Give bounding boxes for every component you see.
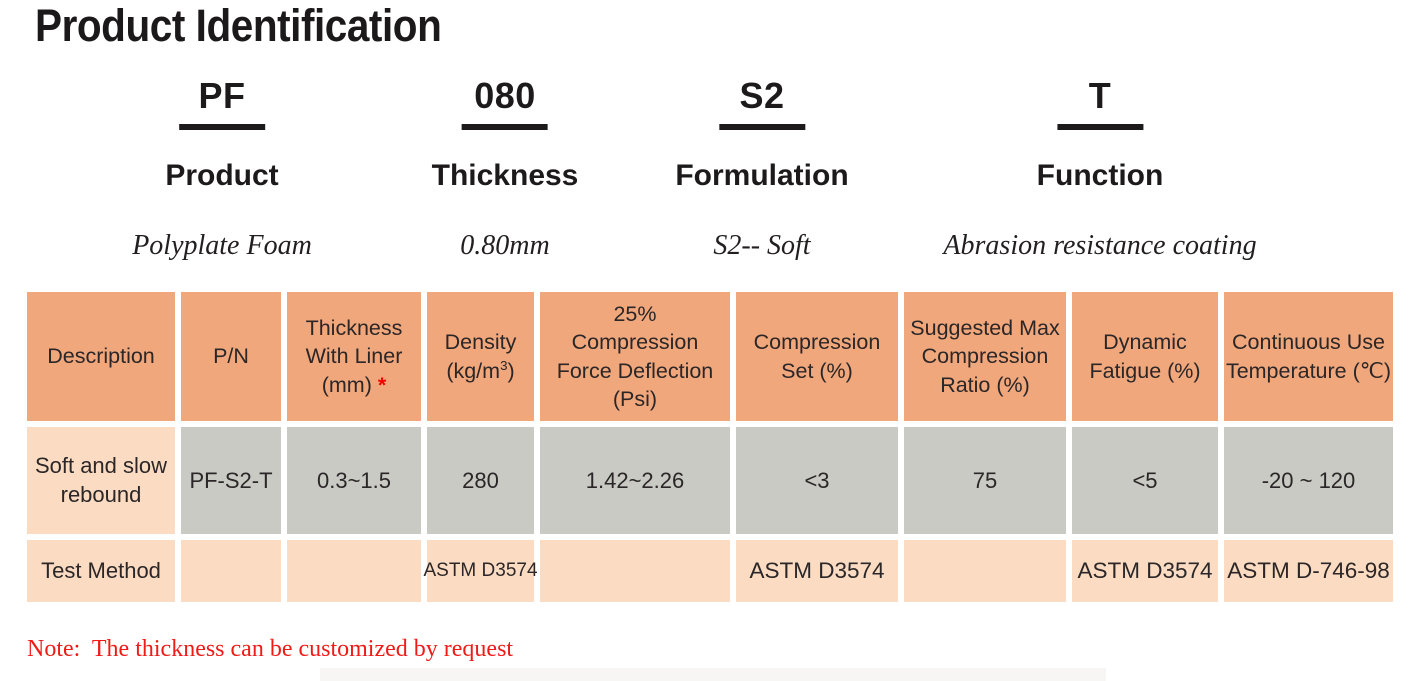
underline-product	[179, 124, 265, 130]
col-header-description: Description	[27, 292, 175, 421]
spec-table: Description P/N Thickness With Liner (mm…	[27, 292, 1393, 602]
test-method-label-cell: Test Method	[27, 540, 175, 602]
code-label-thickness: Thickness	[431, 159, 579, 192]
data-cell-description: Soft and slow rebound	[27, 427, 175, 534]
code-label-function: Function	[1036, 159, 1164, 192]
code-description-formulation: S2-- Soft	[713, 230, 811, 261]
test-cell-continuous-use-temperature: ASTM D-746-98	[1224, 540, 1393, 602]
underline-thickness	[461, 124, 548, 130]
code-segment-formulation: S2 Formulation S2-- Soft	[675, 78, 848, 260]
code-formulation: S2	[739, 75, 785, 116]
data-cell-thickness: 0.3~1.5	[287, 427, 421, 534]
test-cell-dynamic-fatigue: ASTM D3574	[1072, 540, 1218, 602]
code-segment-thickness: 080 Thickness 0.80mm	[432, 78, 579, 260]
code-description-thickness: 0.80mm	[460, 230, 550, 261]
data-cell-compression-force-deflection: 1.42~2.26	[540, 427, 730, 534]
col-header-compression-set: Compression Set (%)	[736, 292, 898, 421]
data-cell-continuous-use-temperature: -20 ~ 120	[1224, 427, 1393, 534]
col-header-suggested-max-compression-ratio: Suggested Max Compression Ratio (%)	[904, 292, 1066, 421]
data-cell-suggested-max-compression-ratio: 75	[904, 427, 1066, 534]
col-header-compression-force-deflection: 25% Compression Force Deflection (Psi)	[540, 292, 730, 421]
thickness-note: Note: The thickness can be customized by…	[27, 636, 514, 662]
data-cell-compression-set: <3	[736, 427, 898, 534]
underline-function	[1057, 124, 1143, 130]
col-header-continuous-use-temperature: Continuous Use Temperature (℃)	[1224, 292, 1393, 421]
code-label-formulation: Formulation	[675, 159, 849, 192]
test-cell-density: ASTM D3574	[423, 540, 538, 602]
test-cell-suggested-max-empty	[904, 540, 1066, 602]
code-product: PF	[198, 75, 246, 116]
next-section-edge	[320, 668, 1106, 681]
code-segment-product: PF Product Polyplate Foam	[132, 78, 312, 260]
test-cell-pn-empty	[181, 540, 281, 602]
data-cell-pn: PF-S2-T	[181, 427, 281, 534]
page-title: Product Identification	[35, 0, 442, 51]
col-header-pn: P/N	[181, 292, 281, 421]
test-cell-compression-set: ASTM D3574	[736, 540, 898, 602]
code-label-product: Product	[165, 159, 279, 192]
data-cell-density: 280	[427, 427, 534, 534]
superscript-3: 3	[500, 357, 508, 373]
underline-formulation	[718, 124, 805, 130]
data-cell-dynamic-fatigue: <5	[1072, 427, 1218, 534]
code-function: T	[1088, 75, 1112, 116]
test-cell-thickness-empty	[287, 540, 421, 602]
required-asterisk: *	[377, 372, 387, 397]
test-cell-cfd-empty	[540, 540, 730, 602]
col-header-dynamic-fatigue: Dynamic Fatigue (%)	[1072, 292, 1218, 421]
code-description-product: Polyplate Foam	[132, 230, 312, 261]
code-description-function: Abrasion resistance coating	[943, 230, 1257, 261]
code-segment-function: T Function Abrasion resistance coating	[943, 78, 1256, 260]
col-header-density: Density (kg/m3)	[427, 292, 534, 421]
col-header-thickness-with-liner: Thickness With Liner (mm) *	[287, 292, 421, 421]
code-thickness: 080	[474, 75, 536, 116]
